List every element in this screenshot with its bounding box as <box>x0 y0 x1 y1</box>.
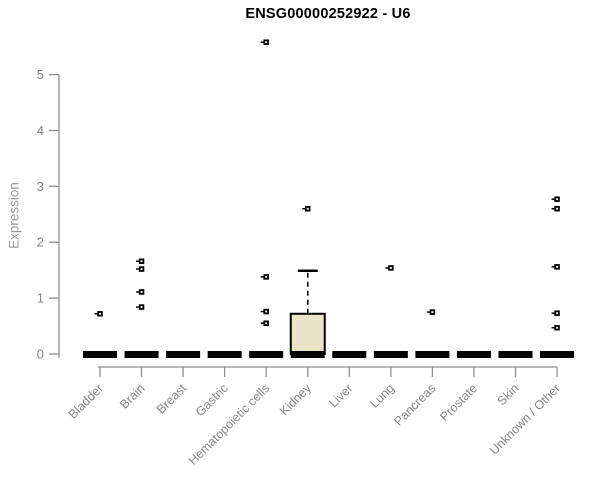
outlier-tick <box>551 198 555 200</box>
median-gastric <box>207 351 242 358</box>
x-tick-label: Hematopoietic cells <box>186 381 273 468</box>
y-tick-label: 1 <box>37 291 44 306</box>
x-tick-label: Breast <box>154 381 190 417</box>
outlier-hole <box>140 306 143 308</box>
median-lung <box>373 351 408 358</box>
outlier-hole <box>265 310 268 313</box>
x-tick-label: Prostate <box>437 381 480 424</box>
outlier-tick <box>551 326 555 329</box>
median-liver <box>332 351 367 358</box>
x-tick-label: Kidney <box>277 381 314 418</box>
chart-title: ENSG00000252922 - U6 <box>245 6 411 22</box>
median-breast <box>166 351 201 358</box>
outlier-tick <box>136 291 140 293</box>
x-tick-label: Lung <box>367 381 397 411</box>
x-tick-label: Unknown / Other <box>487 381 563 457</box>
y-tick-label: 2 <box>37 235 44 250</box>
outlier-tick <box>302 207 306 210</box>
outlier-tick <box>260 322 264 325</box>
x-tick-label: Skin <box>495 381 522 408</box>
y-tick-label: 4 <box>37 123 44 138</box>
outlier-hole <box>265 41 268 44</box>
outlier-tick <box>385 267 389 269</box>
median-hematopoietic-cells <box>249 351 284 358</box>
outlier-tick <box>551 312 555 314</box>
x-tick-label: Pancreas <box>391 381 438 428</box>
outlier-tick <box>136 260 140 262</box>
median-skin <box>498 351 533 358</box>
median-pancreas <box>415 351 450 358</box>
outlier-hole <box>556 198 559 201</box>
median-kidney <box>290 351 325 358</box>
x-tick-label: Bladder <box>66 381 106 421</box>
outlier-hole <box>99 312 101 315</box>
x-tick-label: Gastric <box>193 381 231 419</box>
outlier-hole <box>140 268 143 270</box>
outlier-tick <box>551 266 555 268</box>
outlier-hole <box>140 291 143 293</box>
outlier-hole <box>556 326 559 329</box>
x-tick-label: Liver <box>326 381 355 410</box>
y-tick-label: 5 <box>37 67 44 82</box>
outlier-tick <box>551 207 555 210</box>
y-tick-label: 3 <box>37 179 44 194</box>
outlier-hole <box>431 311 434 313</box>
outlier-tick <box>260 310 264 313</box>
outlier-tick <box>136 306 140 308</box>
outlier-tick <box>136 268 140 270</box>
outlier-tick <box>94 313 98 315</box>
median-unknown-other <box>540 351 575 358</box>
outlier-hole <box>556 207 559 210</box>
outlier-hole <box>265 275 268 278</box>
box-kidney <box>289 312 326 355</box>
y-tick-label: 0 <box>37 347 44 362</box>
outlier-tick <box>260 41 264 43</box>
outlier-hole <box>556 312 559 315</box>
x-tick-label: Brain <box>117 381 148 412</box>
median-brain <box>124 351 159 358</box>
median-bladder <box>83 351 117 358</box>
outlier-hole <box>306 207 309 210</box>
median-prostate <box>456 351 491 358</box>
outlier-tick <box>260 276 264 278</box>
outlier-hole <box>140 260 143 263</box>
outlier-hole <box>265 322 268 325</box>
outlier-hole <box>389 267 392 269</box>
outlier-hole <box>556 265 559 268</box>
outlier-tick <box>426 311 430 313</box>
